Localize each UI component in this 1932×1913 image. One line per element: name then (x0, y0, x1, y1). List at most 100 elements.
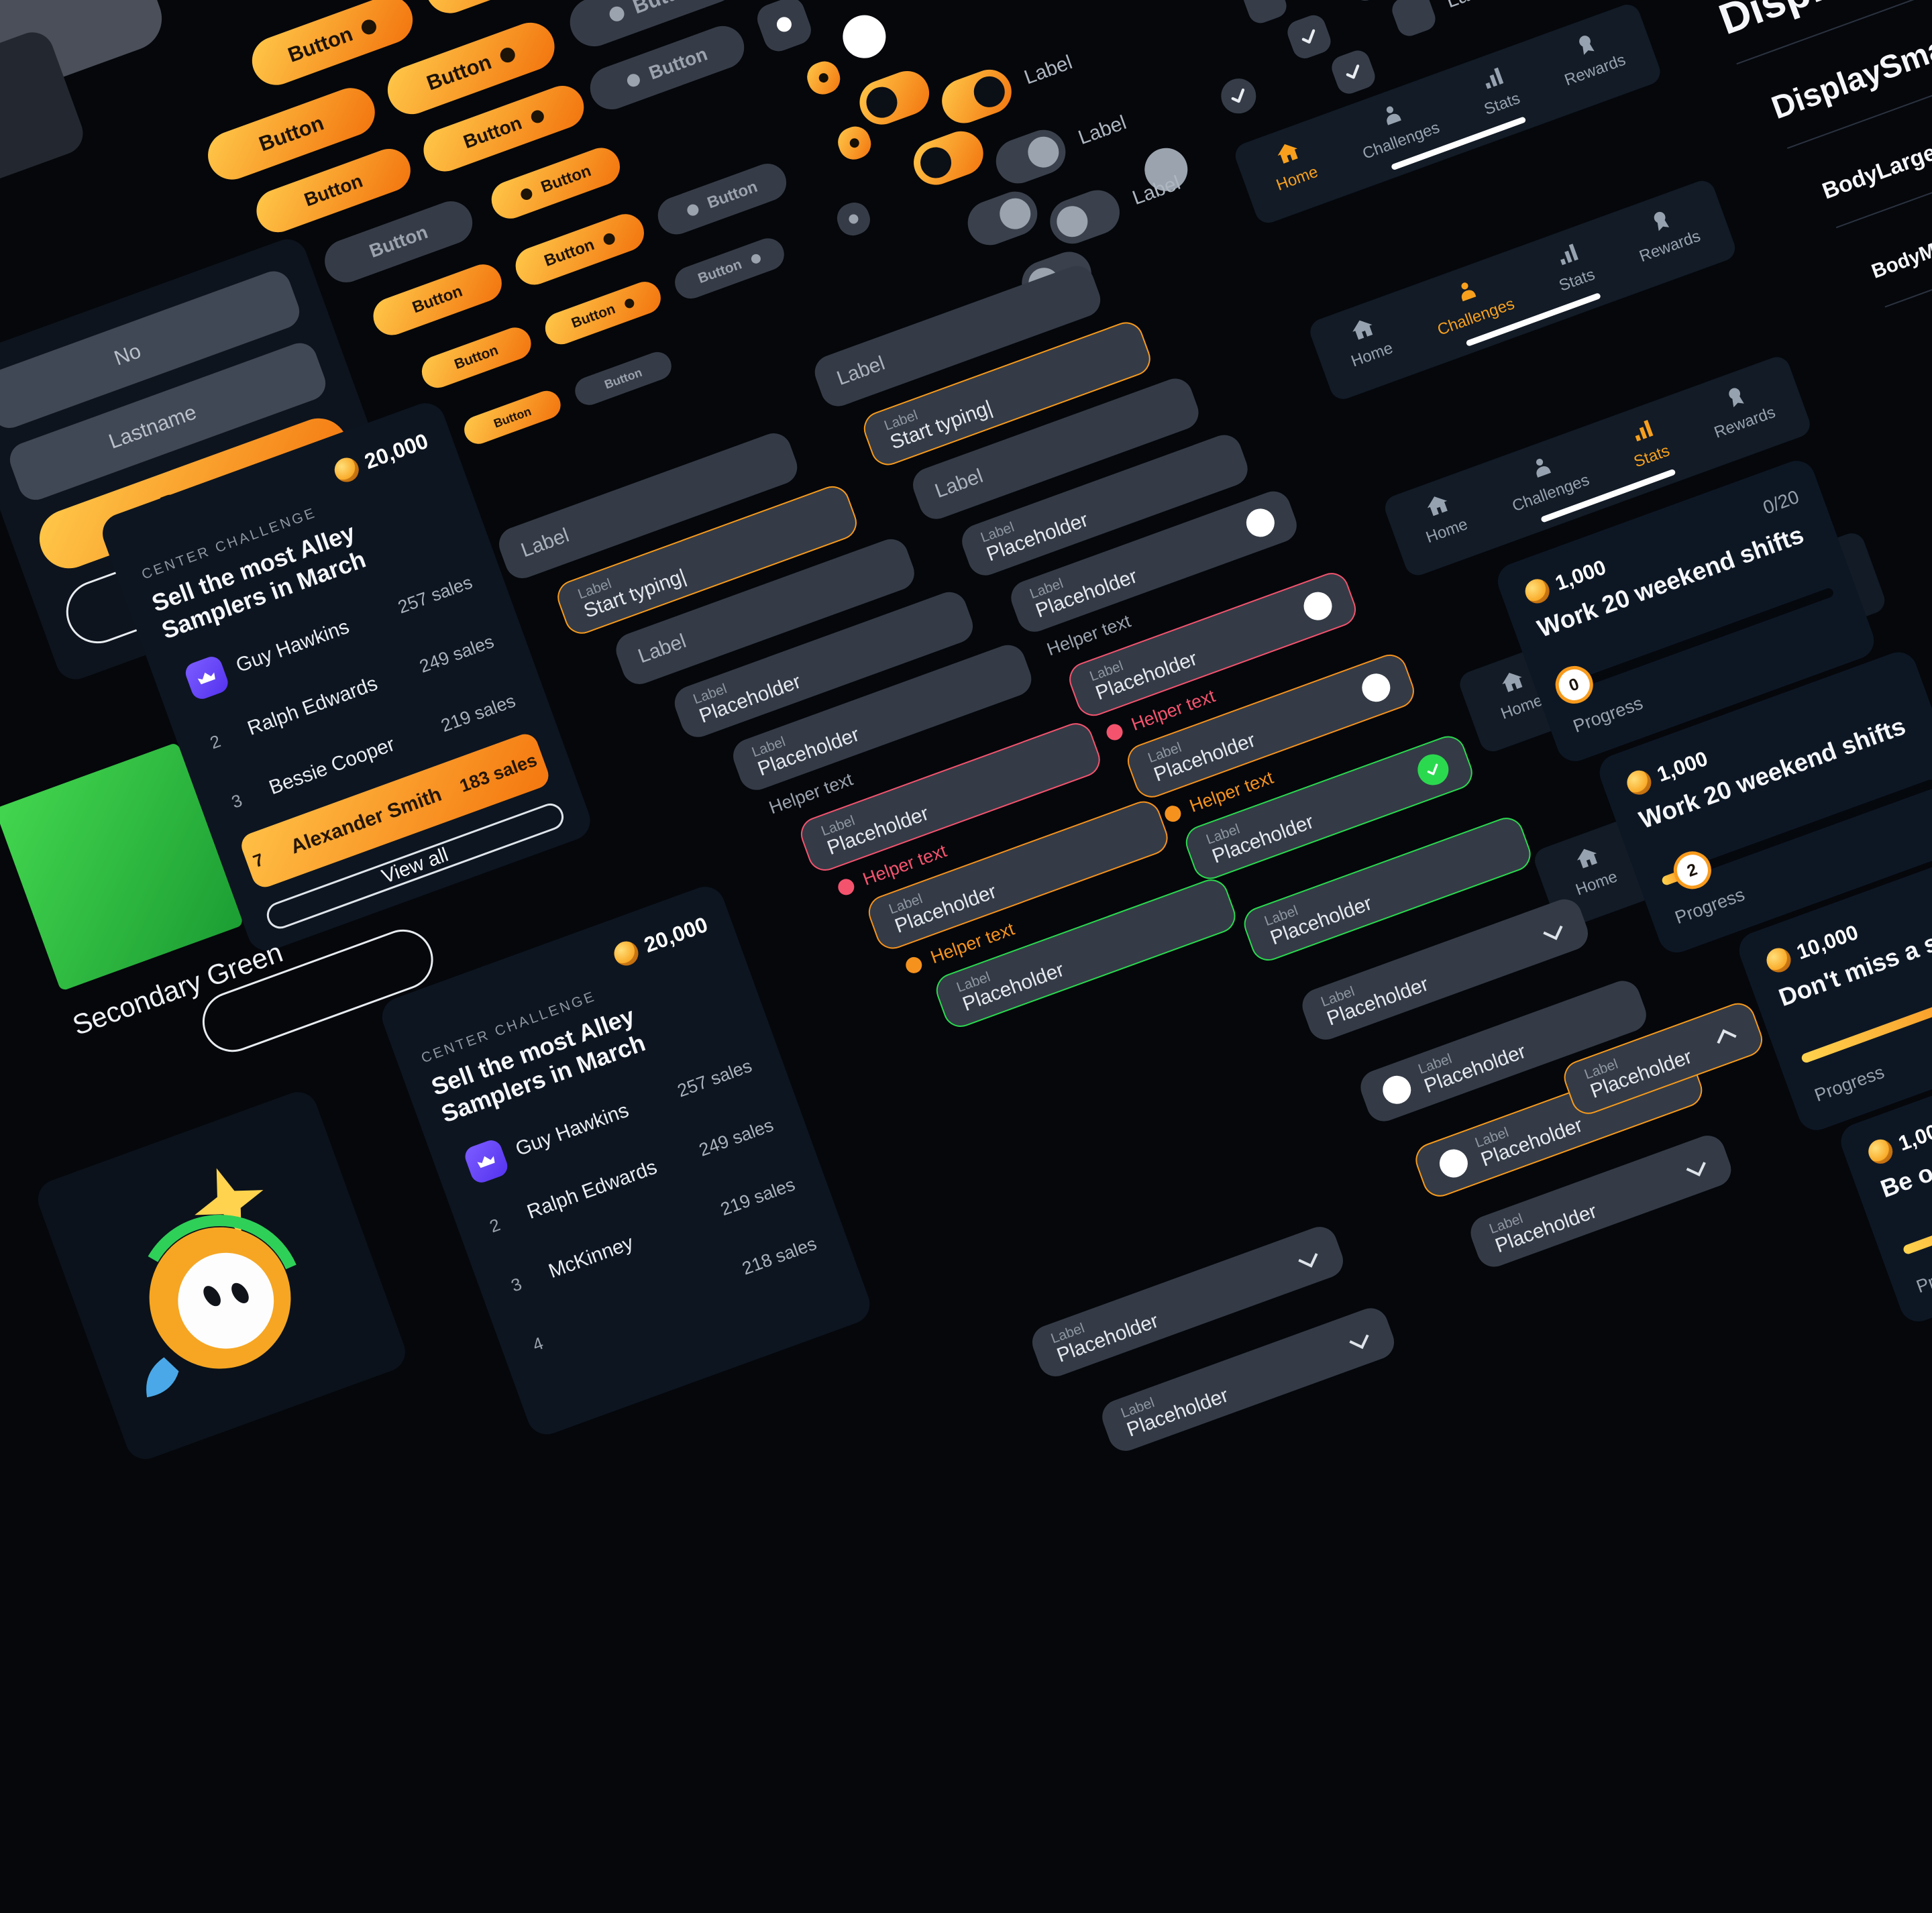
rewards-icon (1654, 211, 1669, 231)
row-sales: 219 sales (438, 690, 518, 736)
check-icon (1427, 763, 1438, 775)
button-label: Button (492, 404, 533, 431)
nav-item-label: Rewards (1711, 403, 1778, 442)
nav-item-challenges[interactable]: Challenges (1499, 443, 1592, 516)
toggle-switch[interactable] (989, 123, 1072, 190)
mascot-icon (136, 1168, 304, 1398)
button-dot-icon (625, 71, 642, 89)
toggle-switch[interactable] (853, 64, 936, 131)
nav-item-rewards[interactable]: Rewards (1701, 375, 1778, 443)
checkbox-row (1328, 47, 1379, 97)
leaderboard-rows: Guy Hawkins 257 sales 2 Ralph Edwards 249 sa… (453, 1036, 832, 1374)
sales-text: 218 sales (739, 1233, 820, 1279)
secondary-button-icon-only[interactable] (753, 0, 816, 56)
primary-button[interactable]: Button (510, 209, 649, 290)
nav-item-rewards[interactable]: Rewards (1552, 22, 1628, 90)
row-sales: 219 sales (718, 1174, 798, 1220)
toggle-switch[interactable] (961, 185, 1044, 252)
secondary-button[interactable]: Button (652, 158, 792, 240)
toggle-switch[interactable] (1044, 184, 1126, 250)
row-sales: 183 sales (457, 750, 539, 797)
toggle-label: Label (1129, 171, 1183, 210)
primary-button-icon-only[interactable] (802, 57, 845, 99)
secondary-button[interactable]: Button (571, 347, 676, 409)
checkbox-row: Label (1389, 0, 1500, 40)
counter-text: 0/20 (1760, 486, 1802, 518)
nav-item-stats[interactable]: Stats (1621, 413, 1672, 472)
button-dot-icon (847, 213, 860, 225)
row-rank: 4 (530, 1327, 562, 1356)
leading-circle-icon (1379, 1071, 1415, 1108)
nav-item-home[interactable]: Home (1413, 487, 1470, 547)
row-rank: 2 (207, 725, 239, 754)
leaderboard-row: Guy Hawkins 257 sales (173, 553, 488, 713)
type-divider (1884, 164, 1932, 308)
radio-knob-white[interactable] (837, 9, 892, 64)
primary-button[interactable]: Button (541, 277, 665, 349)
checkbox[interactable] (1328, 47, 1379, 97)
name-text: McKinney (545, 1232, 637, 1283)
nav-item-rewards[interactable]: Rewards (1627, 199, 1703, 266)
secondary-button-icon-only[interactable] (833, 198, 875, 240)
slider-knob[interactable]: 2 (1668, 846, 1717, 895)
nav-item-home[interactable]: Home (1563, 839, 1620, 899)
primary-button[interactable]: Button (368, 259, 507, 341)
text-input[interactable]: Label Placeholder (1181, 731, 1478, 884)
nav-item-challenges[interactable]: Challenges (1425, 266, 1517, 340)
stats-icon (1635, 419, 1654, 441)
nav-item-challenges[interactable]: Challenges (1350, 90, 1442, 164)
stats-icon (1560, 243, 1578, 266)
row-sales: 257 sales (395, 572, 475, 618)
check-icon (1301, 29, 1316, 44)
toggle-label: Label (1075, 111, 1130, 150)
checkbox[interactable] (1344, 0, 1395, 5)
toggle-switch[interactable] (907, 125, 989, 191)
button-label: Button (256, 111, 327, 156)
button-label: Button (646, 43, 710, 84)
bottom-nav-bar: Home Challenges Stats Rewards (1381, 353, 1814, 580)
checkbox-row (1284, 11, 1334, 62)
input-texts: Label Placeholder (1119, 1329, 1346, 1441)
button-label: Button (704, 177, 760, 213)
button-dot-icon (359, 17, 378, 37)
check-icon (1231, 88, 1245, 103)
nav-item-home[interactable]: Home (1338, 311, 1395, 371)
button-dot-icon (623, 297, 636, 310)
primary-button[interactable]: Button (417, 323, 536, 392)
challenge-counter: 0/20 (1760, 486, 1802, 519)
nav-item-stats[interactable]: Stats (1471, 61, 1522, 119)
toggle-switch[interactable] (935, 63, 1018, 129)
checkbox[interactable] (1240, 0, 1290, 27)
challenges-icon (1461, 282, 1477, 302)
sales-text: 257 sales (395, 571, 475, 618)
primary-button[interactable]: Button (486, 142, 625, 224)
avatar (462, 1137, 511, 1186)
nav-item-home[interactable]: Home (1264, 134, 1321, 195)
checkbox[interactable] (1389, 0, 1439, 40)
rewards-icon (1728, 388, 1744, 408)
coin-icon (610, 937, 642, 969)
mascot-illustration (32, 1086, 411, 1465)
toggle-knob (861, 83, 902, 123)
secondary-button[interactable]: Button (670, 233, 789, 303)
nav-item-stats[interactable]: Stats (1546, 237, 1597, 295)
sparkle-icon (195, 1168, 264, 1237)
rank-text: 3 (229, 789, 245, 812)
checkbox[interactable] (1284, 11, 1334, 62)
rank-text: 3 (508, 1273, 525, 1296)
row-rank: 7 (250, 843, 282, 872)
crown-icon (197, 672, 216, 685)
chevron-down-icon (1686, 1156, 1706, 1177)
row-rank: 2 (487, 1208, 519, 1237)
button-label: Button (602, 365, 644, 392)
primary-button[interactable]: Button (419, 0, 581, 20)
nav-item-home[interactable]: Home (1488, 663, 1545, 723)
button-dot-icon (529, 108, 545, 125)
primary-button[interactable]: Button (460, 386, 565, 448)
slider-knob[interactable]: 0 (1550, 661, 1599, 709)
slider-knob-value: 2 (1684, 859, 1700, 881)
checkbox-row (1216, 73, 1261, 119)
challenges-icon (1536, 458, 1551, 478)
toggle-row (907, 125, 989, 191)
checkbox-circle[interactable] (1216, 73, 1261, 119)
